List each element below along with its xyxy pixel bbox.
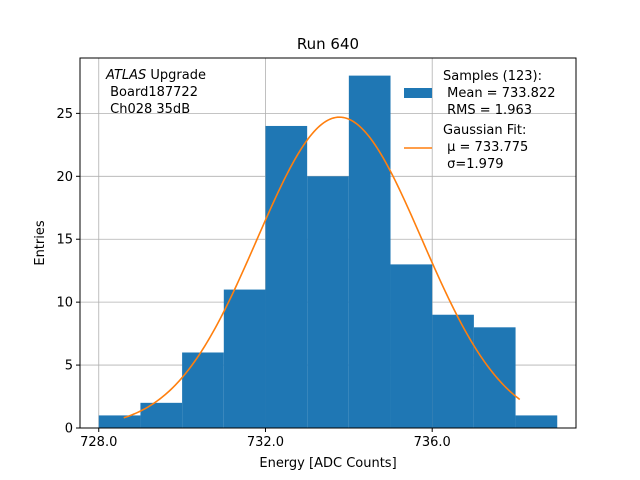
annotation-upgrade: Upgrade [146, 68, 206, 83]
histogram-bar-9 [473, 327, 516, 428]
histogram-bar-6 [348, 75, 391, 428]
atlas-annotation: ATLAS Upgrade Board187722 Ch028 35dB [105, 68, 206, 117]
chart-title: Run 640 [297, 35, 359, 53]
histogram-bars [98, 75, 558, 429]
y-tick-label-5: 25 [56, 107, 73, 122]
legend-samples-swatch [404, 88, 432, 98]
histogram-bar-10 [515, 415, 558, 428]
histogram-bar-2 [182, 352, 224, 428]
annotation-atlas: ATLAS [105, 68, 146, 83]
annotation-board: Board187722 [106, 85, 198, 100]
y-tick-label-2: 10 [56, 296, 73, 311]
legend-fit-title: Gaussian Fit: [443, 123, 526, 138]
y-tick-label-4: 20 [56, 170, 73, 185]
y-tick-label-0: 0 [65, 422, 73, 437]
legend-samples-title: Samples (123): [443, 69, 542, 84]
x-axis-label: Energy [ADC Counts] [259, 456, 396, 471]
gaussian-fit-layer [123, 116, 521, 419]
x-axis-ticks: 728.0 732.0 736.0 [80, 428, 451, 450]
x-tick-label-1: 732.0 [247, 435, 284, 450]
histogram-bar-4 [265, 125, 308, 429]
y-axis-label: Entries [33, 220, 48, 266]
legend: Samples (123): Mean = 733.822 RMS = 1.96… [404, 69, 555, 172]
histogram-bar-5 [307, 176, 349, 428]
y-tick-label-1: 5 [65, 359, 73, 374]
legend-fit-mu: μ = 733.775 [443, 140, 528, 155]
plot-frame [79, 57, 577, 429]
legend-samples-mean: Mean = 733.822 [443, 86, 555, 101]
annotation-channel: Ch028 35dB [106, 102, 190, 117]
histogram-bar-1 [140, 402, 183, 428]
legend-samples-rms: RMS = 1.963 [443, 103, 532, 118]
annotation-line-1: ATLAS Upgrade [105, 68, 206, 83]
x-tick-label-2: 736.0 [414, 435, 451, 450]
gaussian-fit-curve [123, 116, 521, 419]
x-tick-label-0: 728.0 [80, 435, 117, 450]
histogram-bar-8 [432, 314, 474, 428]
histogram-bar-7 [390, 264, 433, 428]
histogram-bar-0 [98, 415, 141, 428]
y-axis-ticks: 0 5 10 15 20 25 [56, 107, 80, 437]
legend-fit-sigma: σ=1.979 [443, 157, 503, 172]
y-tick-label-3: 15 [56, 233, 73, 248]
histogram-bar-3 [223, 289, 266, 428]
